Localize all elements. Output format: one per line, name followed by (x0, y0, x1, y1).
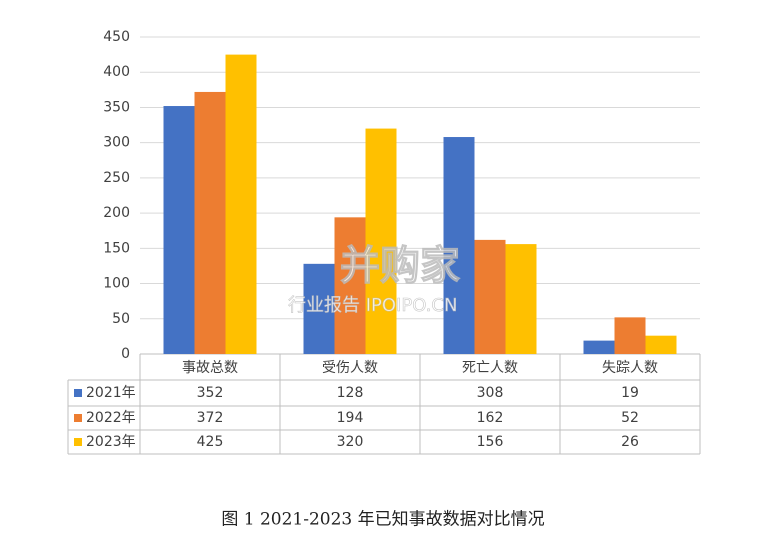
y-tick-label: 400 (103, 64, 130, 80)
table-value: 26 (621, 434, 639, 450)
bar (163, 106, 195, 354)
table-value: 156 (477, 434, 504, 450)
bar (505, 244, 537, 354)
y-tick-label: 150 (103, 240, 130, 256)
bar (443, 137, 475, 354)
bar (614, 317, 646, 354)
table-value: 128 (337, 385, 364, 401)
bar (365, 128, 397, 354)
table-value: 425 (197, 434, 224, 450)
table-value: 308 (477, 385, 504, 401)
y-tick-label: 100 (103, 276, 130, 292)
table-value: 194 (337, 410, 364, 426)
y-tick-label: 350 (103, 99, 130, 115)
table-value: 162 (477, 410, 504, 426)
legend-swatch (74, 414, 82, 422)
y-tick-label: 300 (103, 135, 130, 151)
bar (583, 340, 615, 354)
y-tick-label: 200 (103, 205, 130, 221)
x-tick-label: 受伤人数 (322, 360, 378, 376)
x-tick-label: 失踪人数 (602, 360, 658, 376)
legend-swatch (74, 438, 82, 446)
y-tick-label: 450 (103, 29, 130, 45)
y-tick-label: 0 (121, 346, 130, 362)
table-value: 372 (197, 410, 224, 426)
x-tick-label: 事故总数 (182, 360, 238, 376)
legend-label: 2022年 (86, 410, 136, 426)
table-value: 19 (621, 385, 639, 401)
bar (334, 217, 366, 354)
table-value: 52 (621, 410, 639, 426)
bar (225, 54, 257, 354)
bar (474, 239, 506, 354)
table-value: 352 (197, 385, 224, 401)
bar (194, 91, 226, 355)
legend-label: 2023年 (86, 434, 136, 450)
legend-label: 2021年 (86, 385, 136, 401)
bar (303, 263, 335, 354)
y-tick-label: 50 (112, 311, 130, 327)
y-tick-label: 250 (103, 170, 130, 186)
legend-swatch (74, 389, 82, 397)
watermark: 并购家 (340, 243, 460, 289)
table-value: 320 (337, 434, 364, 450)
x-tick-label: 死亡人数 (462, 360, 518, 376)
bar (645, 335, 677, 354)
caption: 图 1 2021-2023 年已知事故数据对比情况 (221, 510, 544, 530)
watermark: 行业报告 IPOIPO.CN (288, 295, 457, 316)
